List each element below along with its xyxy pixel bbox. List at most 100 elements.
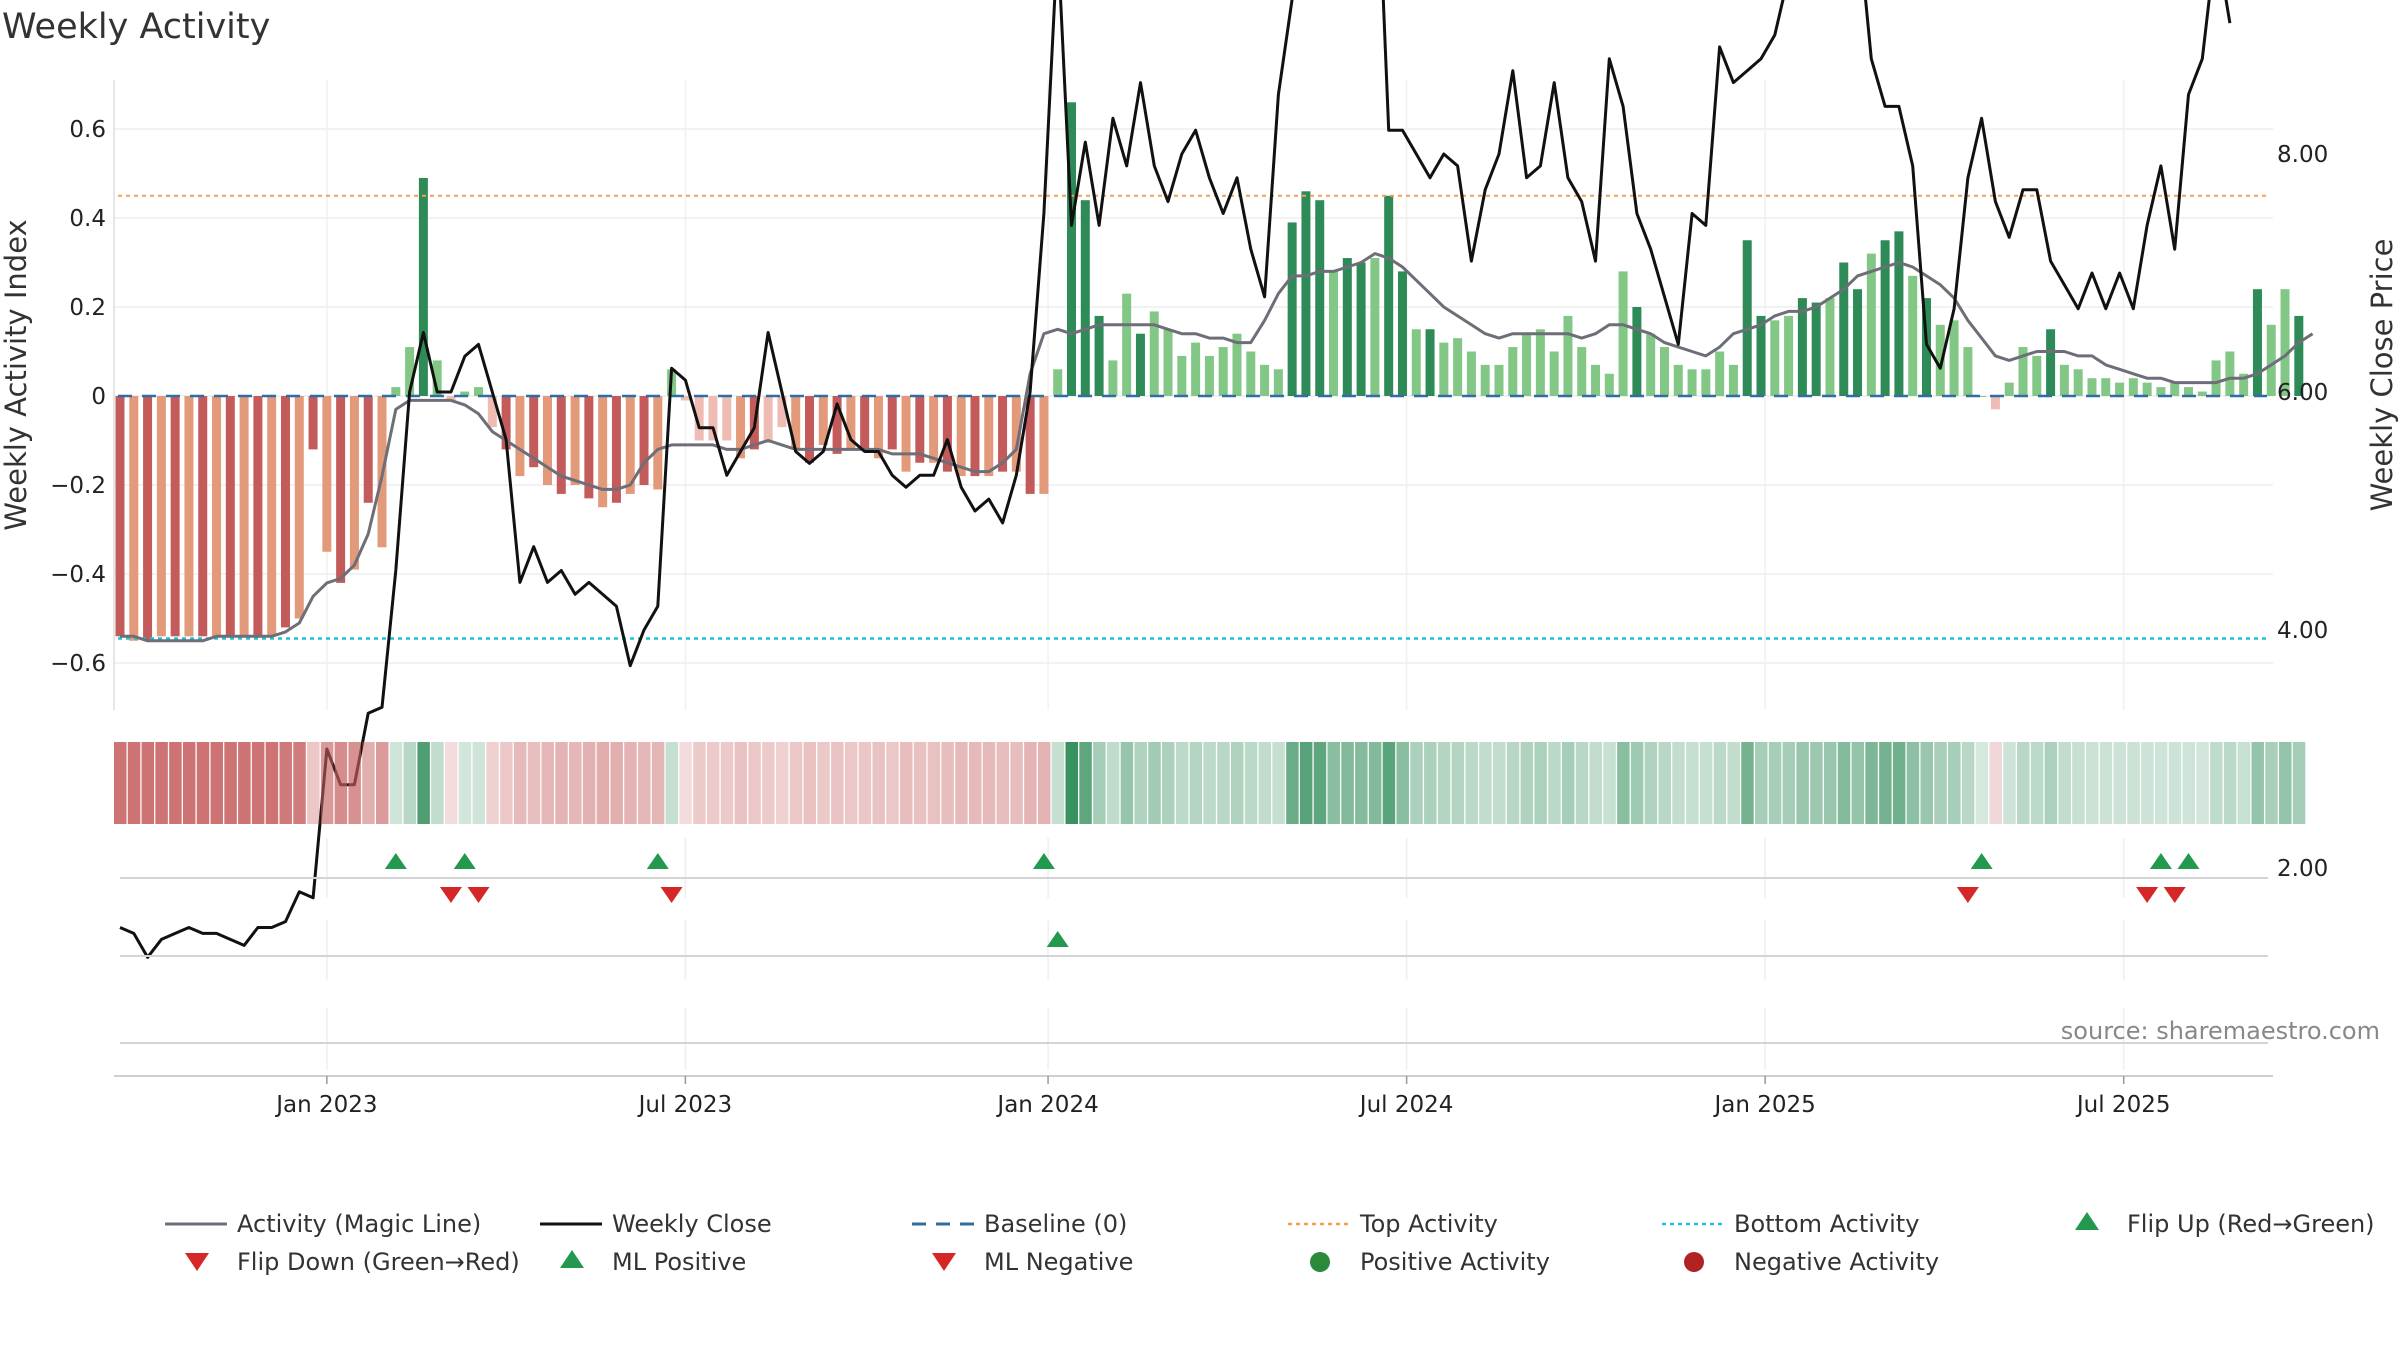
y2-tick-label: 2.00 xyxy=(2277,856,2328,882)
x-axis: Jan 2023 Jul 2023 Jan 2024 Jul 2024 Jan 2025… xyxy=(114,1075,2273,1118)
heat-cell-68 xyxy=(1051,742,1065,824)
heat-cell-142 xyxy=(2072,742,2085,824)
magic-line xyxy=(120,252,2314,643)
flip-down-marker xyxy=(467,887,490,903)
heat-cell-44 xyxy=(720,742,734,824)
activity-bar-114 xyxy=(1687,369,1697,396)
heat-cell-71 xyxy=(1093,742,1106,824)
activity-bar-94 xyxy=(1411,329,1421,396)
heat-cell-73 xyxy=(1120,742,1134,824)
heat-cell-121 xyxy=(1782,742,1796,824)
heat-cell-36 xyxy=(610,742,623,824)
flip-up-marker xyxy=(384,853,407,869)
heat-cell-43 xyxy=(706,742,720,824)
heat-cell-59 xyxy=(927,742,941,824)
heat-cell-85 xyxy=(1286,742,1299,824)
activity-bar-86 xyxy=(1301,191,1311,396)
legend-item: Weekly Close xyxy=(540,1210,772,1238)
heat-cell-25 xyxy=(458,742,472,824)
heat-cell-112 xyxy=(1658,742,1671,824)
heat-cell-157 xyxy=(2279,742,2292,824)
activity-bar-85 xyxy=(1287,222,1297,396)
flip-up-marker xyxy=(453,853,476,869)
activity-bar-20 xyxy=(391,387,401,396)
legend-label: Top Activity xyxy=(1359,1210,1498,1238)
heat-cell-105 xyxy=(1561,742,1575,824)
activity-bar-156 xyxy=(2266,324,2276,396)
heat-cell-139 xyxy=(2030,742,2044,824)
heat-cell-13 xyxy=(293,742,306,824)
heat-cell-89 xyxy=(1341,742,1354,824)
heat-cell-132 xyxy=(1934,742,1947,824)
activity-bar-68 xyxy=(1053,369,1063,396)
heat-cell-154 xyxy=(2237,742,2251,824)
heat-cell-50 xyxy=(803,742,816,824)
activity-bar-34 xyxy=(584,396,594,499)
activity-bar-47 xyxy=(763,396,773,441)
y-tick-label: −0.4 xyxy=(50,562,106,588)
activity-bar-123 xyxy=(1811,302,1821,396)
flip-up-marker xyxy=(1032,853,1055,869)
heat-cell-7 xyxy=(210,742,224,824)
heat-cell-156 xyxy=(2265,742,2278,824)
flip-up-marker xyxy=(646,853,669,869)
activity-bar-49 xyxy=(791,396,801,450)
activity-bar-8 xyxy=(225,396,235,637)
activity-bar-97 xyxy=(1453,338,1463,396)
heat-cell-32 xyxy=(555,742,568,824)
heat-cell-143 xyxy=(2085,742,2099,824)
heat-cell-18 xyxy=(362,742,375,824)
activity-bar-153 xyxy=(2225,351,2235,396)
legend-swatch xyxy=(185,1253,209,1271)
reference-lines xyxy=(118,194,2267,640)
heat-cell-6 xyxy=(196,742,210,824)
activity-bar-141 xyxy=(2059,364,2069,396)
activity-bar-62 xyxy=(970,396,980,477)
activity-bar-83 xyxy=(1260,364,1270,396)
activity-bar-144 xyxy=(2101,378,2111,396)
heat-cell-103 xyxy=(1534,742,1547,824)
activity-bar-65 xyxy=(1011,396,1021,472)
heat-cell-40 xyxy=(665,742,679,824)
heat-cell-65 xyxy=(1010,742,1023,824)
heat-cell-134 xyxy=(1961,742,1975,824)
y-tick-label: 0.4 xyxy=(69,206,106,232)
legend-label: ML Negative xyxy=(984,1248,1133,1276)
activity-bar-50 xyxy=(805,396,814,463)
axes: 0.60.40.20−0.2−0.4−0.610.008.006.004.002… xyxy=(50,80,2328,882)
activity-bar-1 xyxy=(129,396,139,641)
activity-bar-35 xyxy=(598,396,608,508)
y-tick-label: 0.2 xyxy=(69,295,106,321)
heat-cell-16 xyxy=(334,742,348,824)
activity-bar-130 xyxy=(1908,275,1918,396)
heat-cell-117 xyxy=(1727,742,1740,824)
activity-bar-146 xyxy=(2128,378,2138,396)
y2-tick-label: 8.00 xyxy=(2277,142,2328,168)
heat-cell-8 xyxy=(224,742,237,824)
heat-cell-78 xyxy=(1189,742,1203,824)
heat-cell-123 xyxy=(1810,742,1823,824)
heat-cell-114 xyxy=(1686,742,1699,824)
heat-cell-137 xyxy=(2003,742,2016,824)
activity-bar-105 xyxy=(1563,315,1573,396)
activity-bar-70 xyxy=(1080,200,1090,396)
activity-bar-3 xyxy=(156,396,166,637)
heat-cell-4 xyxy=(169,742,182,824)
heat-cell-20 xyxy=(389,742,403,824)
heat-cell-47 xyxy=(762,742,775,824)
activity-bar-154 xyxy=(2239,373,2249,396)
heat-cell-26 xyxy=(472,742,486,824)
activity-bar-58 xyxy=(915,396,925,463)
activity-bar-73 xyxy=(1122,293,1132,396)
heat-cell-58 xyxy=(913,742,927,824)
heat-cell-111 xyxy=(1644,742,1658,824)
activity-bar-63 xyxy=(984,396,994,477)
heat-cell-82 xyxy=(1244,742,1258,824)
activity-bar-111 xyxy=(1646,333,1656,396)
activity-bar-139 xyxy=(2032,355,2042,396)
activity-bar-80 xyxy=(1218,347,1228,396)
legend-label: Positive Activity xyxy=(1360,1248,1550,1276)
heat-cell-127 xyxy=(1865,742,1878,824)
activity-bar-2 xyxy=(143,396,153,641)
activity-bar-126 xyxy=(1853,289,1863,396)
